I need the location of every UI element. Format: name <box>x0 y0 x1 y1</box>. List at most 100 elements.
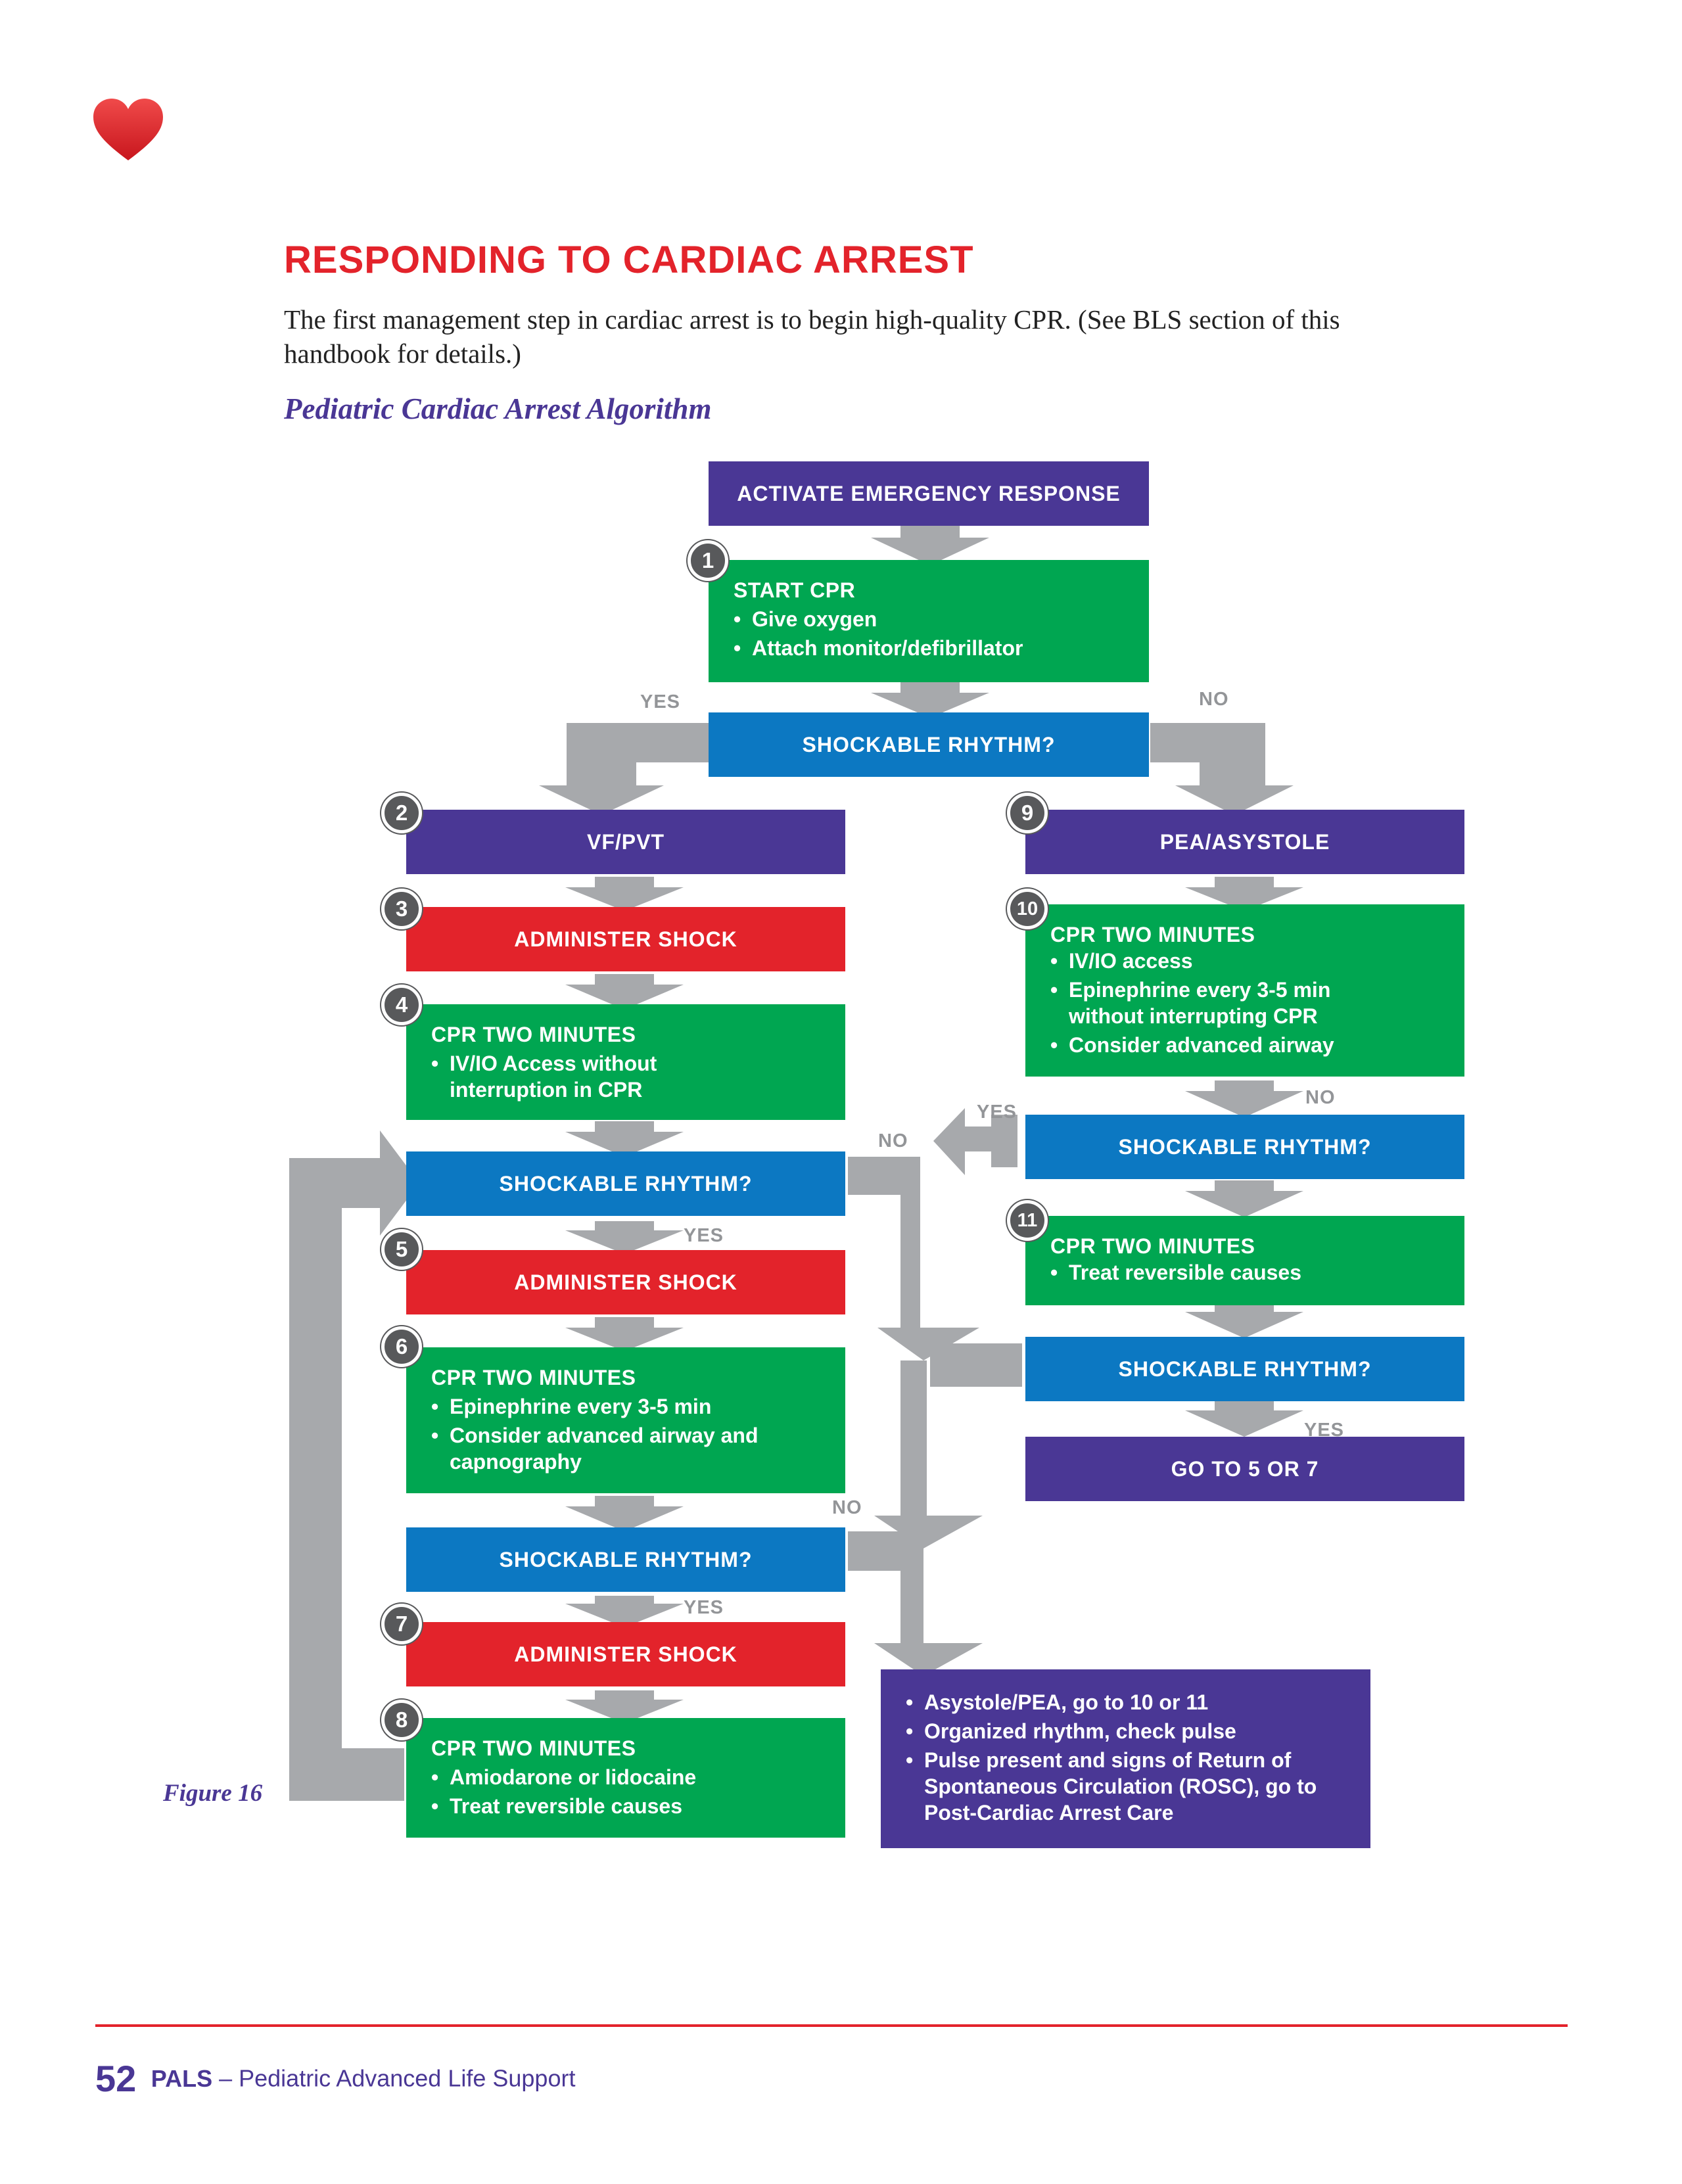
vf-pvt-label: VF/PVT <box>586 829 665 854</box>
cpr-6-item: Epinephrine every 3-5 min <box>431 1393 820 1420</box>
administer-shock-label: ADMINISTER SHOCK <box>514 1270 737 1294</box>
cpr-8-list: Amiodarone or lidocaine Treat reversible… <box>431 1764 820 1819</box>
heart-icon <box>93 99 163 160</box>
cpr-two-minutes-box-8: CPR TWO MINUTES Amiodarone or lidocaine … <box>406 1718 845 1838</box>
arrow-cpr4-to-check2 <box>565 1121 684 1157</box>
step-badge-7: 7 <box>381 1604 422 1644</box>
yes-label: YES <box>640 691 681 712</box>
cpr-11-list: Treat reversible causes <box>1050 1259 1439 1286</box>
start-cpr-box: START CPR Give oxygen Attach monitor/def… <box>709 560 1149 682</box>
footer-text: – Pediatric Advanced Life Support <box>212 2064 576 2092</box>
start-cpr-item: Give oxygen <box>734 606 1124 632</box>
shockable-check-3: SHOCKABLE RHYTHM? <box>406 1527 845 1592</box>
cpr-6-item: Consider advanced airway and capnography <box>431 1422 778 1475</box>
cpr-10-item: Consider advanced airway <box>1050 1032 1439 1058</box>
cpr-4-item: IV/IO Access without interruption in CPR <box>431 1050 726 1103</box>
arrow-no-to-pea <box>1150 723 1294 815</box>
administer-shock-label: ADMINISTER SHOCK <box>514 1642 737 1666</box>
shockable-check-5: SHOCKABLE RHYTHM? <box>1025 1337 1464 1401</box>
go-to-5-or-7-box: GO TO 5 OR 7 <box>1025 1437 1464 1501</box>
step-badge-5: 5 <box>381 1229 422 1270</box>
cpr-11-item: Treat reversible causes <box>1050 1259 1439 1286</box>
cpr-two-minutes-box-4: CPR TWO MINUTES IV/IO Access without int… <box>406 1004 845 1120</box>
shockable-check-1: SHOCKABLE RHYTHM? <box>709 712 1149 777</box>
cpr-6-list: Epinephrine every 3-5 min Consider advan… <box>431 1393 820 1475</box>
cpr-10-list: IV/IO access Epinephrine every 3-5 min w… <box>1050 948 1439 1058</box>
final-outcomes-box: Asystole/PEA, go to 10 or 11 Organized r… <box>881 1669 1370 1848</box>
arrow-yes-to-vf <box>539 723 710 815</box>
arrow-shock5-to-cpr6 <box>565 1317 684 1351</box>
no-label: NO <box>878 1130 908 1151</box>
footer-abbr: PALS <box>151 2064 213 2092</box>
step-badge-1: 1 <box>688 540 728 581</box>
no-label: NO <box>1199 689 1229 710</box>
shockable-check-2: SHOCKABLE RHYTHM? <box>406 1151 845 1216</box>
pea-asystole-box: PEA/ASYSTOLE <box>1025 810 1464 874</box>
start-cpr-list: Give oxygen Attach monitor/defibrillator <box>734 606 1124 661</box>
administer-shock-label: ADMINISTER SHOCK <box>514 927 737 951</box>
cpr-4-title: CPR TWO MINUTES <box>431 1023 636 1046</box>
arrow-check5-no-join <box>930 1343 1022 1387</box>
arrow-shock7-to-cpr8 <box>565 1690 684 1723</box>
shockable-check-label: SHOCKABLE RHYTHM? <box>499 1171 753 1196</box>
arrow-loop-back <box>289 1130 419 1801</box>
cpr-8-title: CPR TWO MINUTES <box>431 1736 636 1760</box>
shockable-check-label: SHOCKABLE RHYTHM? <box>802 732 1056 756</box>
page-footer: 52 PALS – Pediatric Advanced Life Suppor… <box>95 2057 575 2100</box>
cpr-11-title: CPR TWO MINUTES <box>1050 1234 1255 1258</box>
cpr-10-item: Epinephrine every 3-5 min without interr… <box>1050 977 1411 1029</box>
arrow-check2-to-shock5 <box>565 1221 684 1254</box>
activate-emergency-box: ACTIVATE EMERGENCY RESPONSE <box>709 461 1149 526</box>
shockable-check-label: SHOCKABLE RHYTHM? <box>1118 1357 1372 1381</box>
arrow-cpr10-to-check4 <box>1185 1080 1303 1117</box>
arrow-activate-to-start <box>871 526 989 565</box>
arrow-check3-to-shock7 <box>565 1596 684 1627</box>
arrow-cpr11-to-check5 <box>1185 1301 1303 1338</box>
intro-text: The first management step in cardiac arr… <box>284 304 1340 369</box>
cpr-two-minutes-box-11: CPR TWO MINUTES Treat reversible causes <box>1025 1216 1464 1305</box>
step-badge-2: 2 <box>381 793 422 833</box>
arrow-pea-to-cpr10 <box>1185 877 1303 911</box>
cpr-4-list: IV/IO Access without interruption in CPR <box>431 1050 820 1103</box>
arrow-check5-to-goto <box>1185 1401 1303 1437</box>
figure-label: Figure 16 <box>163 1780 263 1807</box>
arrow-vf-to-shock3 <box>565 877 684 911</box>
shockable-check-label: SHOCKABLE RHYTHM? <box>499 1547 753 1571</box>
final-outcome-item: Pulse present and signs of Return of Spo… <box>906 1747 1345 1826</box>
arrow-start-to-check1 <box>871 682 989 718</box>
start-cpr-item: Attach monitor/defibrillator <box>734 635 1124 661</box>
cpr-two-minutes-box-10: CPR TWO MINUTES IV/IO access Epinephrine… <box>1025 904 1464 1077</box>
no-label: NO <box>832 1497 862 1518</box>
cpr-8-item: Treat reversible causes <box>431 1793 820 1819</box>
arrow-check4-to-cpr11 <box>1185 1180 1303 1217</box>
cpr-6-title: CPR TWO MINUTES <box>431 1366 636 1389</box>
arrow-check4-yes-main <box>933 1108 1017 1175</box>
shockable-check-4: SHOCKABLE RHYTHM? <box>1025 1115 1464 1179</box>
arrow-check3-no <box>848 1531 983 1676</box>
step-badge-6: 6 <box>381 1326 422 1367</box>
step-badge-4: 4 <box>381 985 422 1025</box>
step-badge-11: 11 <box>1007 1200 1048 1241</box>
start-cpr-title: START CPR <box>734 578 856 602</box>
arrow-shock3-to-cpr4 <box>565 974 684 1010</box>
step-badge-10: 10 <box>1007 889 1048 929</box>
cpr-10-item: IV/IO access <box>1050 948 1439 974</box>
pea-asystole-label: PEA/ASYSTOLE <box>1159 829 1330 854</box>
administer-shock-box: ADMINISTER SHOCK <box>406 1622 845 1686</box>
yes-label: YES <box>684 1597 724 1618</box>
cpr-10-title: CPR TWO MINUTES <box>1050 923 1255 946</box>
yes-label: YES <box>977 1102 1017 1123</box>
cpr-8-item: Amiodarone or lidocaine <box>431 1764 820 1790</box>
arrow-cpr6-to-check3 <box>565 1496 684 1531</box>
activate-label: ACTIVATE EMERGENCY RESPONSE <box>737 481 1121 505</box>
administer-shock-box: ADMINISTER SHOCK <box>406 1250 845 1314</box>
arrow-join-down <box>874 1360 983 1548</box>
final-outcomes-list: Asystole/PEA, go to 10 or 11 Organized r… <box>906 1689 1345 1826</box>
vf-pvt-box: VF/PVT <box>406 810 845 874</box>
footer-divider <box>95 2024 1568 2027</box>
no-label: NO <box>1305 1087 1336 1108</box>
administer-shock-box: ADMINISTER SHOCK <box>406 907 845 971</box>
final-outcome-item: Asystole/PEA, go to 10 or 11 <box>906 1689 1345 1715</box>
